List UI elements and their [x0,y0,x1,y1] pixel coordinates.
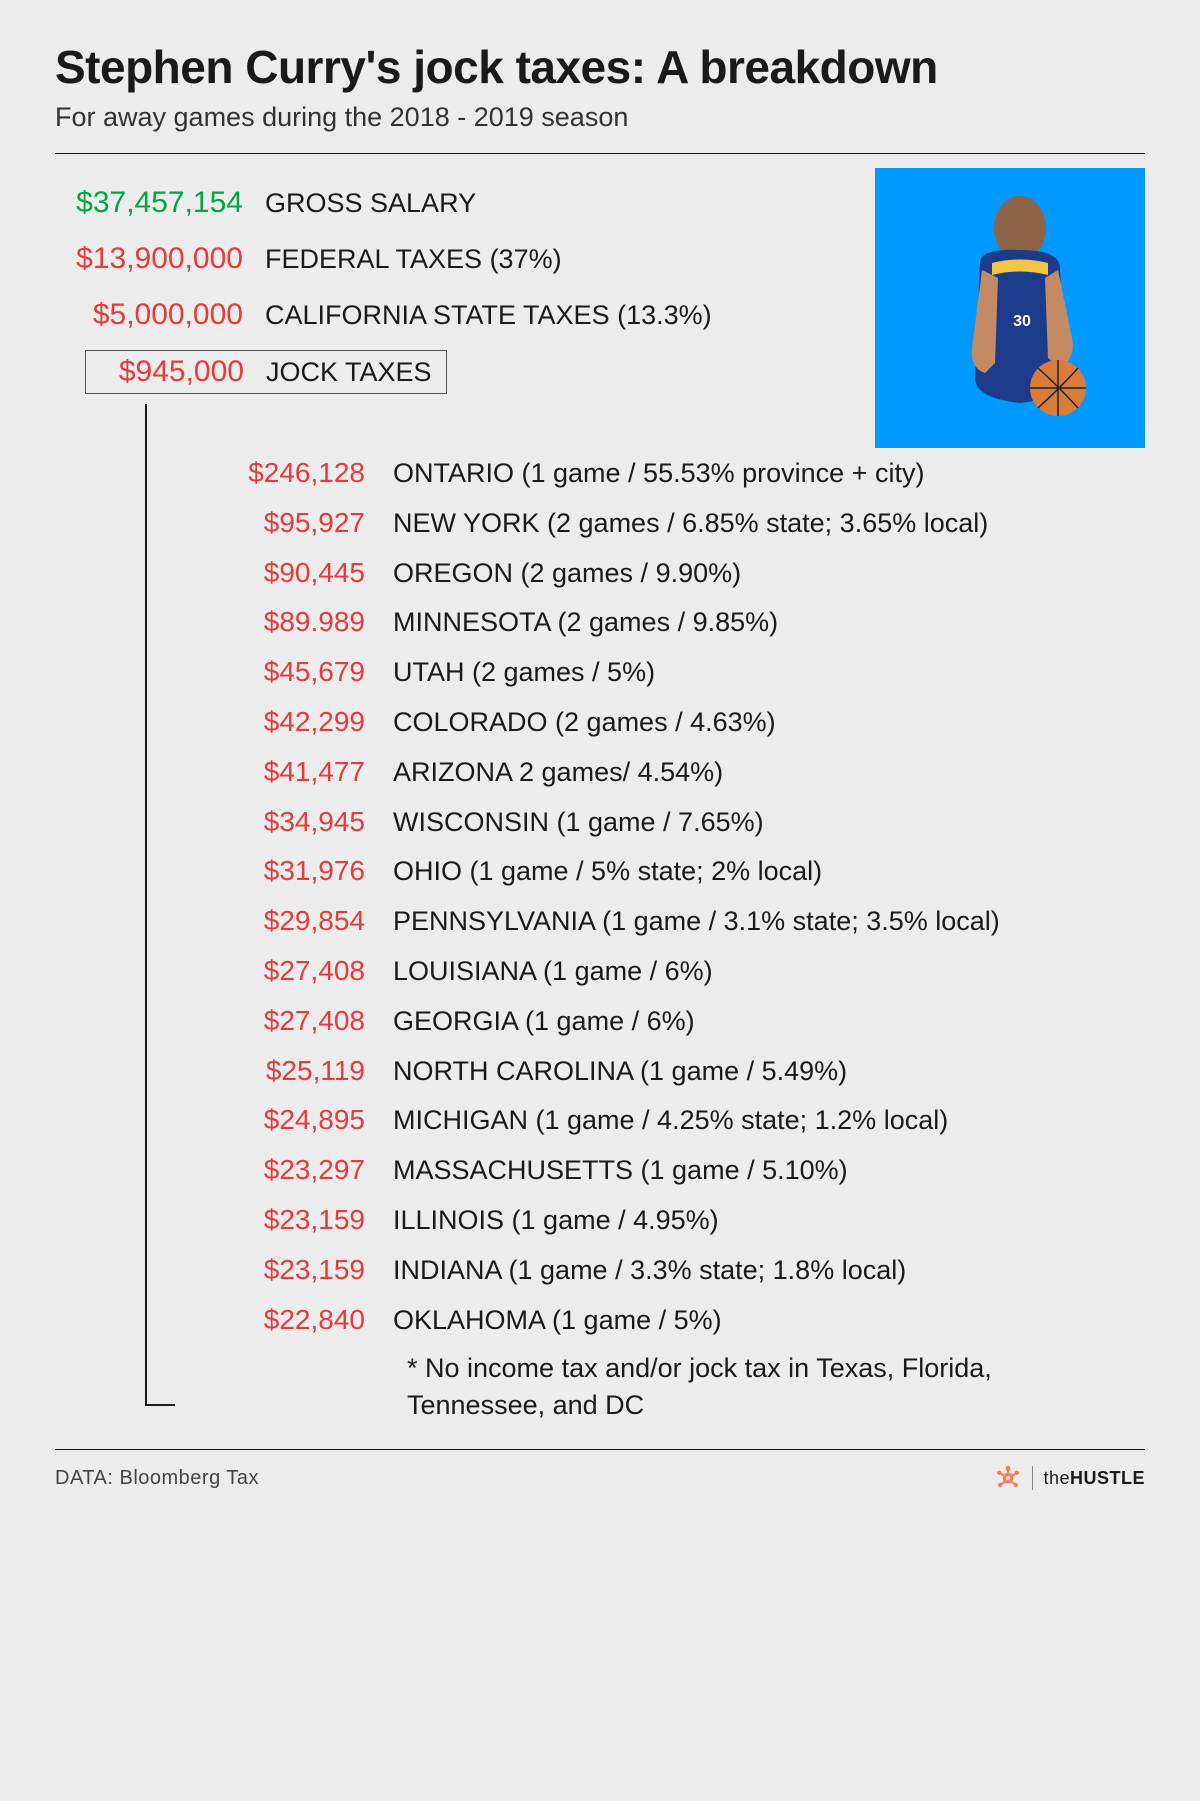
breakdown-row: $23,159ILLINOIS (1 game / 4.95%) [153,1201,1145,1239]
breakdown-label: WISCONSIN (1 game / 7.65%) [393,804,764,840]
breakdown-label: PENNSYLVANIA (1 game / 3.1% state; 3.5% … [393,903,1000,939]
breakdown-row: $24,895MICHIGAN (1 game / 4.25% state; 1… [153,1101,1145,1139]
tree-vertical-line [145,404,147,1404]
breakdown-label: OHIO (1 game / 5% state; 2% local) [393,853,822,889]
breakdown-amount: $23,297 [153,1151,393,1189]
breakdown-row: $23,297MASSACHUSETTS (1 game / 5.10%) [153,1151,1145,1189]
breakdown-label: OREGON (2 games / 9.90%) [393,555,741,591]
breakdown-label: MASSACHUSETTS (1 game / 5.10%) [393,1152,848,1188]
breakdown-amount: $23,159 [153,1251,393,1289]
breakdown-label: NEW YORK (2 games / 6.85% state; 3.65% l… [393,505,988,541]
breakdown-row: $45,679UTAH (2 games / 5%) [153,653,1145,691]
breakdown-amount: $23,159 [153,1201,393,1239]
breakdown-row: $31,976OHIO (1 game / 5% state; 2% local… [153,852,1145,890]
summary-section: 30 $37,457,154GROSS SALARY$13,900,000FED… [55,178,1145,394]
summary-label: GROSS SALARY [265,188,476,219]
breakdown-row: $42,299COLORADO (2 games / 4.63%) [153,703,1145,741]
breakdown-amount: $27,408 [153,1002,393,1040]
sprocket-icon [994,1464,1022,1492]
breakdown-label: LOUISIANA (1 game / 6%) [393,953,713,989]
breakdown-label: MICHIGAN (1 game / 4.25% state; 1.2% loc… [393,1102,948,1138]
breakdown-amount: $45,679 [153,653,393,691]
svg-text:30: 30 [1013,313,1031,330]
footnote: * No income tax and/or jock tax in Texas… [407,1350,1127,1423]
breakdown-label: ARIZONA 2 games/ 4.54%) [393,754,723,790]
divider-bottom [55,1449,1145,1450]
breakdown-row: $23,159INDIANA (1 game / 3.3% state; 1.8… [153,1251,1145,1289]
breakdown-label: ONTARIO (1 game / 55.53% province + city… [393,455,924,491]
breakdown-row: $95,927NEW YORK (2 games / 6.85% state; … [153,504,1145,542]
breakdown-amount: $34,945 [153,803,393,841]
breakdown-amount: $89.989 [153,603,393,641]
breakdown-row: $22,840OKLAHOMA (1 game / 5%) [153,1301,1145,1339]
player-silhouette-icon: 30 [910,178,1110,438]
breakdown-label: OKLAHOMA (1 game / 5%) [393,1302,722,1338]
jock-tax-box: $945,000 JOCK TAXES [85,350,447,394]
brand-divider [1032,1466,1033,1490]
breakdown-label: INDIANA (1 game / 3.3% state; 1.8% local… [393,1252,906,1288]
breakdown-amount: $27,408 [153,952,393,990]
breakdown-label: UTAH (2 games / 5%) [393,654,655,690]
breakdown-row: $246,128ONTARIO (1 game / 55.53% provinc… [153,454,1145,492]
breakdown-amount: $22,840 [153,1301,393,1339]
brand-logo: theHUSTLE [994,1464,1145,1492]
breakdown-amount: $90,445 [153,554,393,592]
breakdown-amount: $29,854 [153,902,393,940]
jock-label: JOCK TAXES [266,357,432,388]
summary-amount: $37,457,154 [55,186,265,220]
breakdown-row: $90,445OREGON (2 games / 9.90%) [153,554,1145,592]
breakdown-tree: $246,128ONTARIO (1 game / 55.53% provinc… [145,404,1145,1423]
breakdown-amount: $41,477 [153,753,393,791]
breakdown-label: NORTH CAROLINA (1 game / 5.49%) [393,1053,847,1089]
breakdown-amount: $95,927 [153,504,393,542]
breakdown-amount: $246,128 [153,454,393,492]
breakdown-row: $89.989MINNESOTA (2 games / 9.85%) [153,603,1145,641]
divider-top [55,153,1145,154]
breakdown-label: MINNESOTA (2 games / 9.85%) [393,604,778,640]
breakdown-amount: $24,895 [153,1101,393,1139]
breakdown-row: $34,945WISCONSIN (1 game / 7.65%) [153,803,1145,841]
page-subtitle: For away games during the 2018 - 2019 se… [55,102,1145,133]
tree-horizontal-line [145,1404,175,1406]
summary-label: CALIFORNIA STATE TAXES (13.3%) [265,300,712,331]
summary-amount: $5,000,000 [55,298,265,332]
breakdown-row: $27,408LOUISIANA (1 game / 6%) [153,952,1145,990]
breakdown-label: GEORGIA (1 game / 6%) [393,1003,695,1039]
brand-text: theHUSTLE [1043,1468,1145,1489]
breakdown-label: ILLINOIS (1 game / 4.95%) [393,1202,719,1238]
breakdown-row: $27,408GEORGIA (1 game / 6%) [153,1002,1145,1040]
jock-amount: $945,000 [94,355,266,389]
breakdown-row: $41,477ARIZONA 2 games/ 4.54%) [153,753,1145,791]
summary-amount: $13,900,000 [55,242,265,276]
breakdown-amount: $31,976 [153,852,393,890]
summary-label: FEDERAL TAXES (37%) [265,244,562,275]
breakdown-label: COLORADO (2 games / 4.63%) [393,704,776,740]
breakdown-amount: $25,119 [153,1052,393,1090]
footer: DATA: Bloomberg Tax theHUSTLE [55,1464,1145,1492]
breakdown-row: $25,119NORTH CAROLINA (1 game / 5.49%) [153,1052,1145,1090]
page-title: Stephen Curry's jock taxes: A breakdown [55,40,1145,94]
breakdown-amount: $42,299 [153,703,393,741]
breakdown-row: $29,854PENNSYLVANIA (1 game / 3.1% state… [153,902,1145,940]
data-source: DATA: Bloomberg Tax [55,1467,259,1490]
